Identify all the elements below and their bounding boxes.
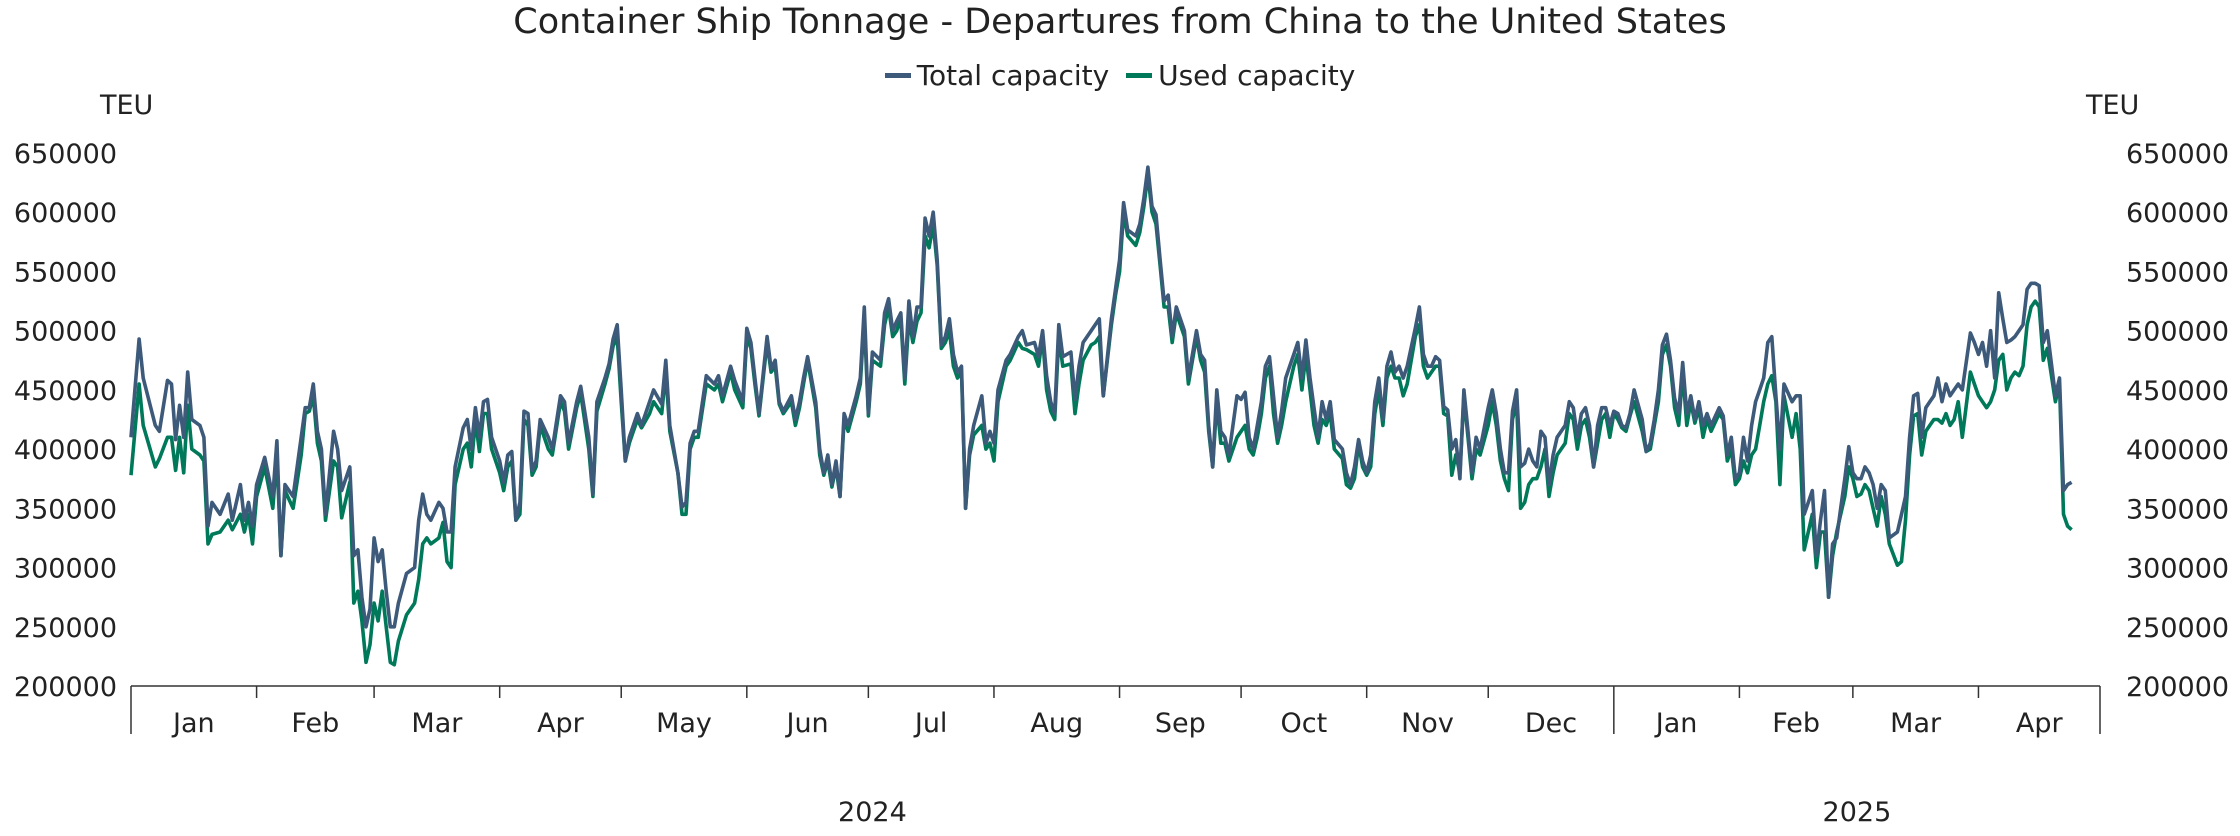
- chart-title: Container Ship Tonnage - Departures from…: [513, 2, 1727, 42]
- x-month-label: Sep: [1155, 708, 1206, 739]
- y-tick-label-right: 250000: [2126, 613, 2229, 644]
- y-tick-label-right: 200000: [2126, 672, 2229, 703]
- y-tick-label-left: 600000: [14, 198, 117, 229]
- y-tick-label-left: 550000: [14, 257, 117, 288]
- x-year-label: 2024: [838, 797, 907, 828]
- y-axis-left-label: TEU: [100, 90, 154, 121]
- y-tick-label-left: 200000: [14, 672, 117, 703]
- x-month-label: Apr: [537, 708, 585, 739]
- x-month-label: Mar: [411, 708, 463, 739]
- y-tick-label-left: 400000: [14, 435, 117, 466]
- x-month-label: Nov: [1401, 708, 1454, 739]
- y-tick-label-right: 550000: [2126, 257, 2229, 288]
- x-month-label: Mar: [1890, 708, 1942, 739]
- y-tick-label-left: 300000: [14, 554, 117, 585]
- x-month-label: Jan: [171, 708, 215, 739]
- x-month-label: May: [656, 708, 712, 739]
- legend-item-total: Total capacity: [884, 59, 1110, 92]
- y-tick-label-right: 350000: [2126, 494, 2229, 525]
- y-axis-right-label: TEU: [2086, 90, 2140, 121]
- y-tick-label-left: 250000: [14, 613, 117, 644]
- y-tick-label-left: 450000: [14, 376, 117, 407]
- legend-swatch-total: [884, 73, 911, 78]
- legend-label-used: Used capacity: [1158, 59, 1356, 92]
- series-line-total-capacity: [129, 165, 2073, 629]
- y-tick-label-left: 350000: [14, 494, 117, 525]
- legend-item-used: Used capacity: [1126, 59, 1355, 92]
- y-tick-label-right: 450000: [2126, 376, 2229, 407]
- legend: Total capacity Used capacity: [0, 52, 2240, 92]
- x-month-label: Jun: [784, 708, 828, 739]
- x-month-label: Jan: [1654, 708, 1698, 739]
- x-month-label: Apr: [2016, 708, 2064, 739]
- y-tick-label-left: 500000: [14, 317, 117, 348]
- y-tick-label-left: 650000: [14, 139, 117, 170]
- x-month-label: Feb: [291, 708, 339, 739]
- x-month-label: Aug: [1030, 708, 1083, 739]
- x-year-label: 2025: [1823, 797, 1892, 828]
- y-tick-label-right: 600000: [2126, 198, 2229, 229]
- x-month-label: Oct: [1281, 708, 1328, 739]
- y-tick-label-right: 300000: [2126, 554, 2229, 585]
- y-tick-label-right: 650000: [2126, 139, 2229, 170]
- legend-swatch-used: [1126, 73, 1153, 78]
- legend-label-total: Total capacity: [916, 59, 1110, 92]
- x-month-label: Feb: [1772, 708, 1820, 739]
- x-month-label: Jul: [913, 708, 948, 739]
- y-tick-label-right: 400000: [2126, 435, 2229, 466]
- y-tick-label-right: 500000: [2126, 317, 2229, 348]
- x-month-label: Dec: [1525, 708, 1577, 739]
